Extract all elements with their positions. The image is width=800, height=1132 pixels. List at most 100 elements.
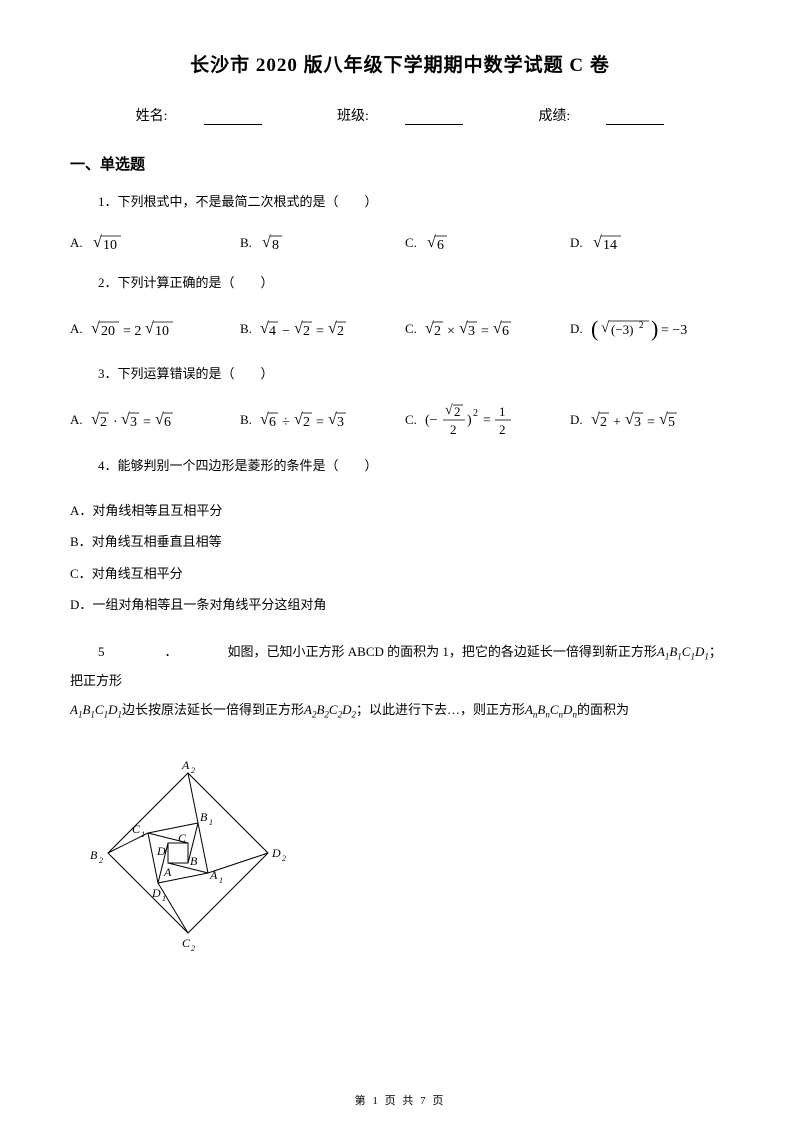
svg-text:D: D	[156, 844, 166, 858]
svg-text:2: 2	[473, 408, 478, 419]
svg-text:+: +	[613, 415, 621, 430]
question-1: 1．下列根式中，不是最简二次根式的是（ ）	[98, 192, 730, 213]
svg-text:A: A	[181, 758, 190, 772]
svg-text:2: 2	[600, 415, 607, 430]
svg-text:√: √	[121, 411, 130, 428]
svg-text:√: √	[260, 320, 269, 337]
svg-text:1: 1	[162, 894, 166, 903]
info-row: 姓名: 班级: 成绩:	[70, 105, 730, 125]
svg-text:10: 10	[103, 238, 117, 253]
svg-text:20: 20	[101, 324, 115, 339]
svg-text:√: √	[260, 411, 269, 428]
q1-opt-d: D. √14	[570, 231, 730, 255]
q3-opt-a: A. √2·√3=√6	[70, 407, 240, 433]
svg-text:D: D	[271, 846, 281, 860]
svg-text:√: √	[593, 234, 602, 251]
svg-text:2: 2	[100, 415, 107, 430]
svg-text:√: √	[493, 320, 502, 337]
svg-text:√: √	[328, 411, 337, 428]
svg-text:(: (	[591, 316, 598, 341]
svg-text:B: B	[90, 848, 98, 862]
q1-opt-a: A. √10	[70, 231, 240, 255]
q3-options: A. √2·√3=√6 B. √6÷√2=√3 C. (− √2 2 ) 2 =…	[70, 402, 730, 438]
svg-text:2: 2	[303, 324, 310, 339]
question-2: 2．下列计算正确的是（ ）	[98, 273, 730, 294]
question-5: 5．如图，已知小正方形 ABCD 的面积为 1，把它的各边延长一倍得到新正方形A…	[70, 638, 730, 725]
svg-text:√: √	[425, 320, 434, 337]
svg-text:C: C	[182, 936, 191, 950]
svg-text:C: C	[178, 831, 187, 845]
svg-text:3: 3	[337, 415, 344, 430]
q4-opt-c: C．对角线互相平分	[70, 558, 730, 589]
svg-text:2: 2	[499, 422, 506, 437]
svg-text:1: 1	[141, 830, 145, 839]
svg-text:3: 3	[468, 324, 475, 339]
svg-text:√: √	[427, 234, 436, 251]
svg-text:=: =	[483, 413, 491, 428]
svg-text:2: 2	[99, 856, 103, 865]
svg-text:8: 8	[272, 238, 279, 253]
svg-text:B: B	[190, 854, 198, 868]
q4-opt-a: A．对角线相等且互相平分	[70, 495, 730, 526]
svg-text:= 2: = 2	[123, 324, 141, 339]
svg-text:=: =	[143, 415, 151, 430]
q2-opt-d: D. (√(−3)2)= −3	[570, 312, 730, 346]
q1-opt-b: B. √8	[240, 231, 405, 255]
svg-text:6: 6	[164, 415, 171, 430]
svg-text:A: A	[163, 865, 172, 879]
q4-opt-d: D．一组对角相等且一条对角线平分这组对角	[70, 589, 730, 620]
page-footer: 第 1 页 共 7 页	[0, 1092, 800, 1108]
svg-text:5: 5	[668, 415, 675, 430]
svg-text:×: ×	[447, 324, 455, 339]
svg-text:6: 6	[269, 415, 276, 430]
svg-text:A: A	[209, 868, 218, 882]
svg-text:6: 6	[502, 324, 509, 339]
name-field: 姓名:	[118, 109, 280, 124]
svg-text:=: =	[316, 324, 324, 339]
q2-opt-b: B. √4−√2=√2	[240, 316, 405, 342]
svg-text:−: −	[282, 324, 290, 339]
svg-text:): )	[651, 316, 658, 341]
svg-text:3: 3	[130, 415, 137, 430]
page-title: 长沙市 2020 版八年级下学期期中数学试题 C 卷	[70, 50, 730, 77]
q4-opt-b: B．对角线互相垂直且相等	[70, 526, 730, 557]
svg-text:2: 2	[282, 854, 286, 863]
svg-text:D: D	[151, 886, 161, 900]
q3-opt-d: D. √2+√3=√5	[570, 407, 730, 433]
svg-text:√: √	[659, 411, 668, 428]
svg-text:(−3): (−3)	[611, 322, 634, 337]
svg-text:= −3: = −3	[661, 323, 687, 338]
svg-text:2: 2	[450, 422, 457, 437]
svg-text:10: 10	[155, 324, 169, 339]
svg-text:1: 1	[499, 404, 506, 419]
svg-text:√: √	[155, 411, 164, 428]
q1-options: A. √10 B. √8 C. √6 D. √14	[70, 231, 730, 255]
q1-opt-c: C. √6	[405, 231, 570, 255]
q5-diagram: A B C D A1 B1 C1 D1 D2 A2 B2 C2	[70, 743, 730, 968]
svg-text:√: √	[328, 320, 337, 337]
svg-text:√: √	[459, 320, 468, 337]
q2-opt-a: A. √20= 2√10	[70, 316, 240, 342]
svg-text:1: 1	[209, 818, 213, 827]
q4-options: A．对角线相等且互相平分 B．对角线互相垂直且相等 C．对角线互相平分 D．一组…	[70, 495, 730, 620]
q3-opt-b: B. √6÷√2=√3	[240, 407, 405, 433]
svg-text:√: √	[262, 234, 271, 251]
svg-text:6: 6	[437, 238, 444, 253]
q3-opt-c: C. (− √2 2 ) 2 = 1 2	[405, 402, 570, 438]
svg-text:√: √	[145, 320, 154, 337]
svg-text:2: 2	[191, 766, 195, 775]
class-field: 班级:	[319, 109, 481, 124]
section-header: 一、单选题	[70, 153, 730, 174]
svg-text:√: √	[591, 411, 600, 428]
svg-text:=: =	[316, 415, 324, 430]
svg-text:√: √	[294, 411, 303, 428]
svg-text:4: 4	[269, 324, 276, 339]
svg-text:√: √	[625, 411, 634, 428]
q2-opt-c: C. √2×√3=√6	[405, 316, 570, 342]
question-4: 4．能够判别一个四边形是菱形的条件是（ ）	[98, 456, 730, 477]
svg-text:14: 14	[603, 238, 617, 253]
q2-options: A. √20= 2√10 B. √4−√2=√2 C. √2×√3=√6 D. …	[70, 312, 730, 346]
svg-text:C: C	[132, 822, 141, 836]
svg-text:2: 2	[337, 324, 344, 339]
svg-text:2: 2	[639, 320, 644, 330]
